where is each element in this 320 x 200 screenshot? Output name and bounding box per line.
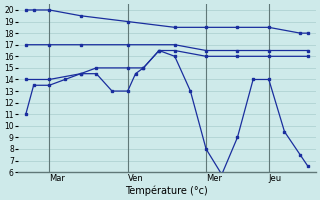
X-axis label: Température (°c): Température (°c) <box>125 185 208 196</box>
